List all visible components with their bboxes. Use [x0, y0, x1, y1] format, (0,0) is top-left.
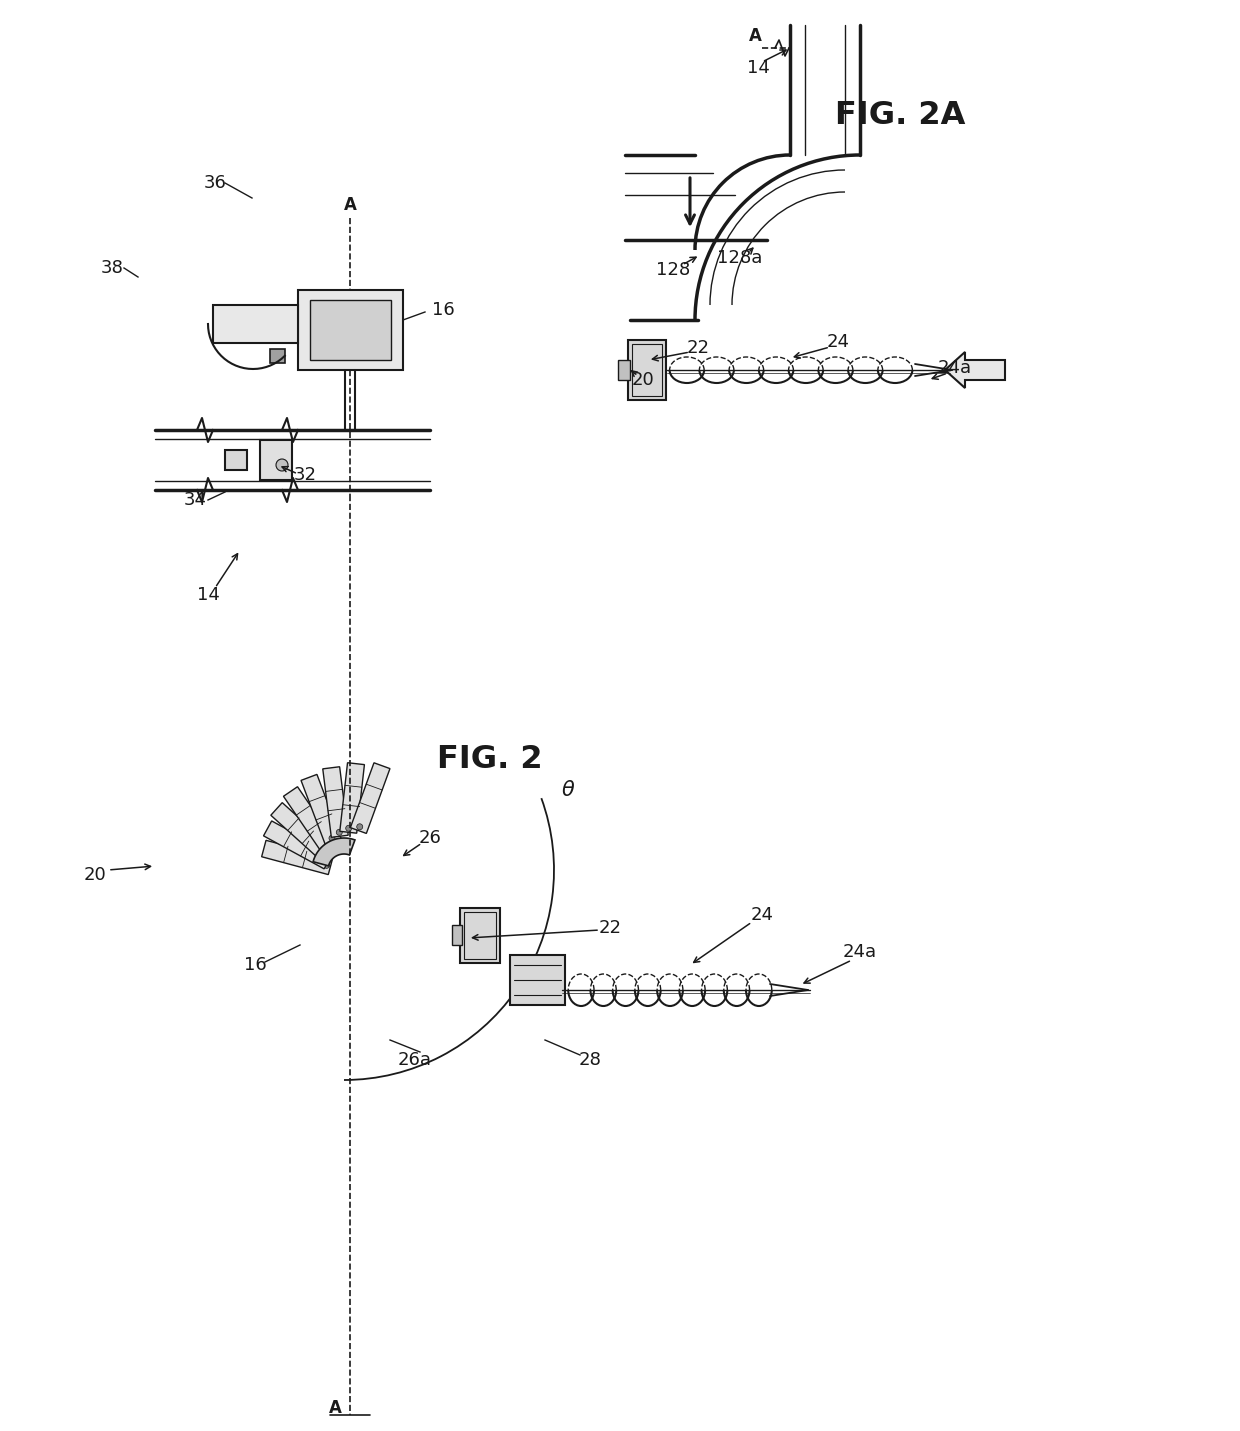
- Text: 24a: 24a: [843, 943, 877, 962]
- Text: 14: 14: [746, 59, 770, 77]
- Text: 20: 20: [631, 371, 655, 389]
- Polygon shape: [340, 763, 365, 833]
- Bar: [453, 924, 463, 944]
- Text: 16: 16: [432, 301, 455, 319]
- Text: 20: 20: [83, 866, 107, 884]
- Text: 34: 34: [184, 491, 207, 509]
- Polygon shape: [351, 763, 389, 833]
- Text: 24a: 24a: [937, 359, 972, 376]
- Circle shape: [277, 459, 288, 471]
- Bar: [260, 439, 291, 479]
- Text: 26: 26: [419, 829, 441, 847]
- Text: A: A: [329, 1400, 341, 1417]
- Text: 24: 24: [750, 906, 774, 924]
- Bar: [618, 361, 630, 381]
- Bar: [510, 954, 565, 1005]
- Text: 32: 32: [294, 467, 316, 484]
- Bar: [632, 343, 662, 396]
- Polygon shape: [945, 352, 1004, 388]
- Bar: [464, 912, 496, 959]
- Text: 22: 22: [687, 339, 709, 356]
- Polygon shape: [322, 767, 348, 837]
- Circle shape: [324, 863, 330, 869]
- Bar: [270, 349, 285, 363]
- Circle shape: [336, 830, 342, 836]
- Text: 128a: 128a: [717, 249, 763, 268]
- Polygon shape: [264, 821, 332, 869]
- Polygon shape: [262, 840, 332, 874]
- Text: FIG. 2A: FIG. 2A: [835, 100, 965, 130]
- Text: 28: 28: [579, 1050, 601, 1069]
- Circle shape: [357, 824, 363, 830]
- Circle shape: [321, 850, 327, 856]
- Text: 36: 36: [203, 175, 227, 192]
- Text: 128: 128: [656, 260, 691, 279]
- Bar: [213, 305, 298, 343]
- Bar: [224, 449, 247, 469]
- Bar: [310, 301, 391, 361]
- Circle shape: [346, 826, 352, 831]
- Polygon shape: [301, 774, 341, 844]
- Bar: [460, 909, 500, 963]
- Bar: [298, 290, 403, 371]
- Circle shape: [321, 857, 327, 863]
- Polygon shape: [284, 787, 336, 853]
- Text: A: A: [749, 27, 761, 44]
- Text: FIG. 2: FIG. 2: [438, 744, 543, 776]
- Text: 22: 22: [599, 919, 621, 937]
- Text: θ: θ: [562, 780, 574, 800]
- Text: 24: 24: [827, 333, 849, 351]
- Polygon shape: [312, 839, 355, 866]
- Circle shape: [329, 836, 335, 841]
- Polygon shape: [270, 803, 334, 861]
- Text: 14: 14: [197, 587, 219, 604]
- Text: 16: 16: [243, 956, 267, 975]
- Text: 38: 38: [100, 259, 124, 278]
- Text: A: A: [343, 196, 356, 215]
- Bar: [627, 341, 666, 401]
- Text: 26a: 26a: [398, 1050, 432, 1069]
- Circle shape: [324, 843, 330, 849]
